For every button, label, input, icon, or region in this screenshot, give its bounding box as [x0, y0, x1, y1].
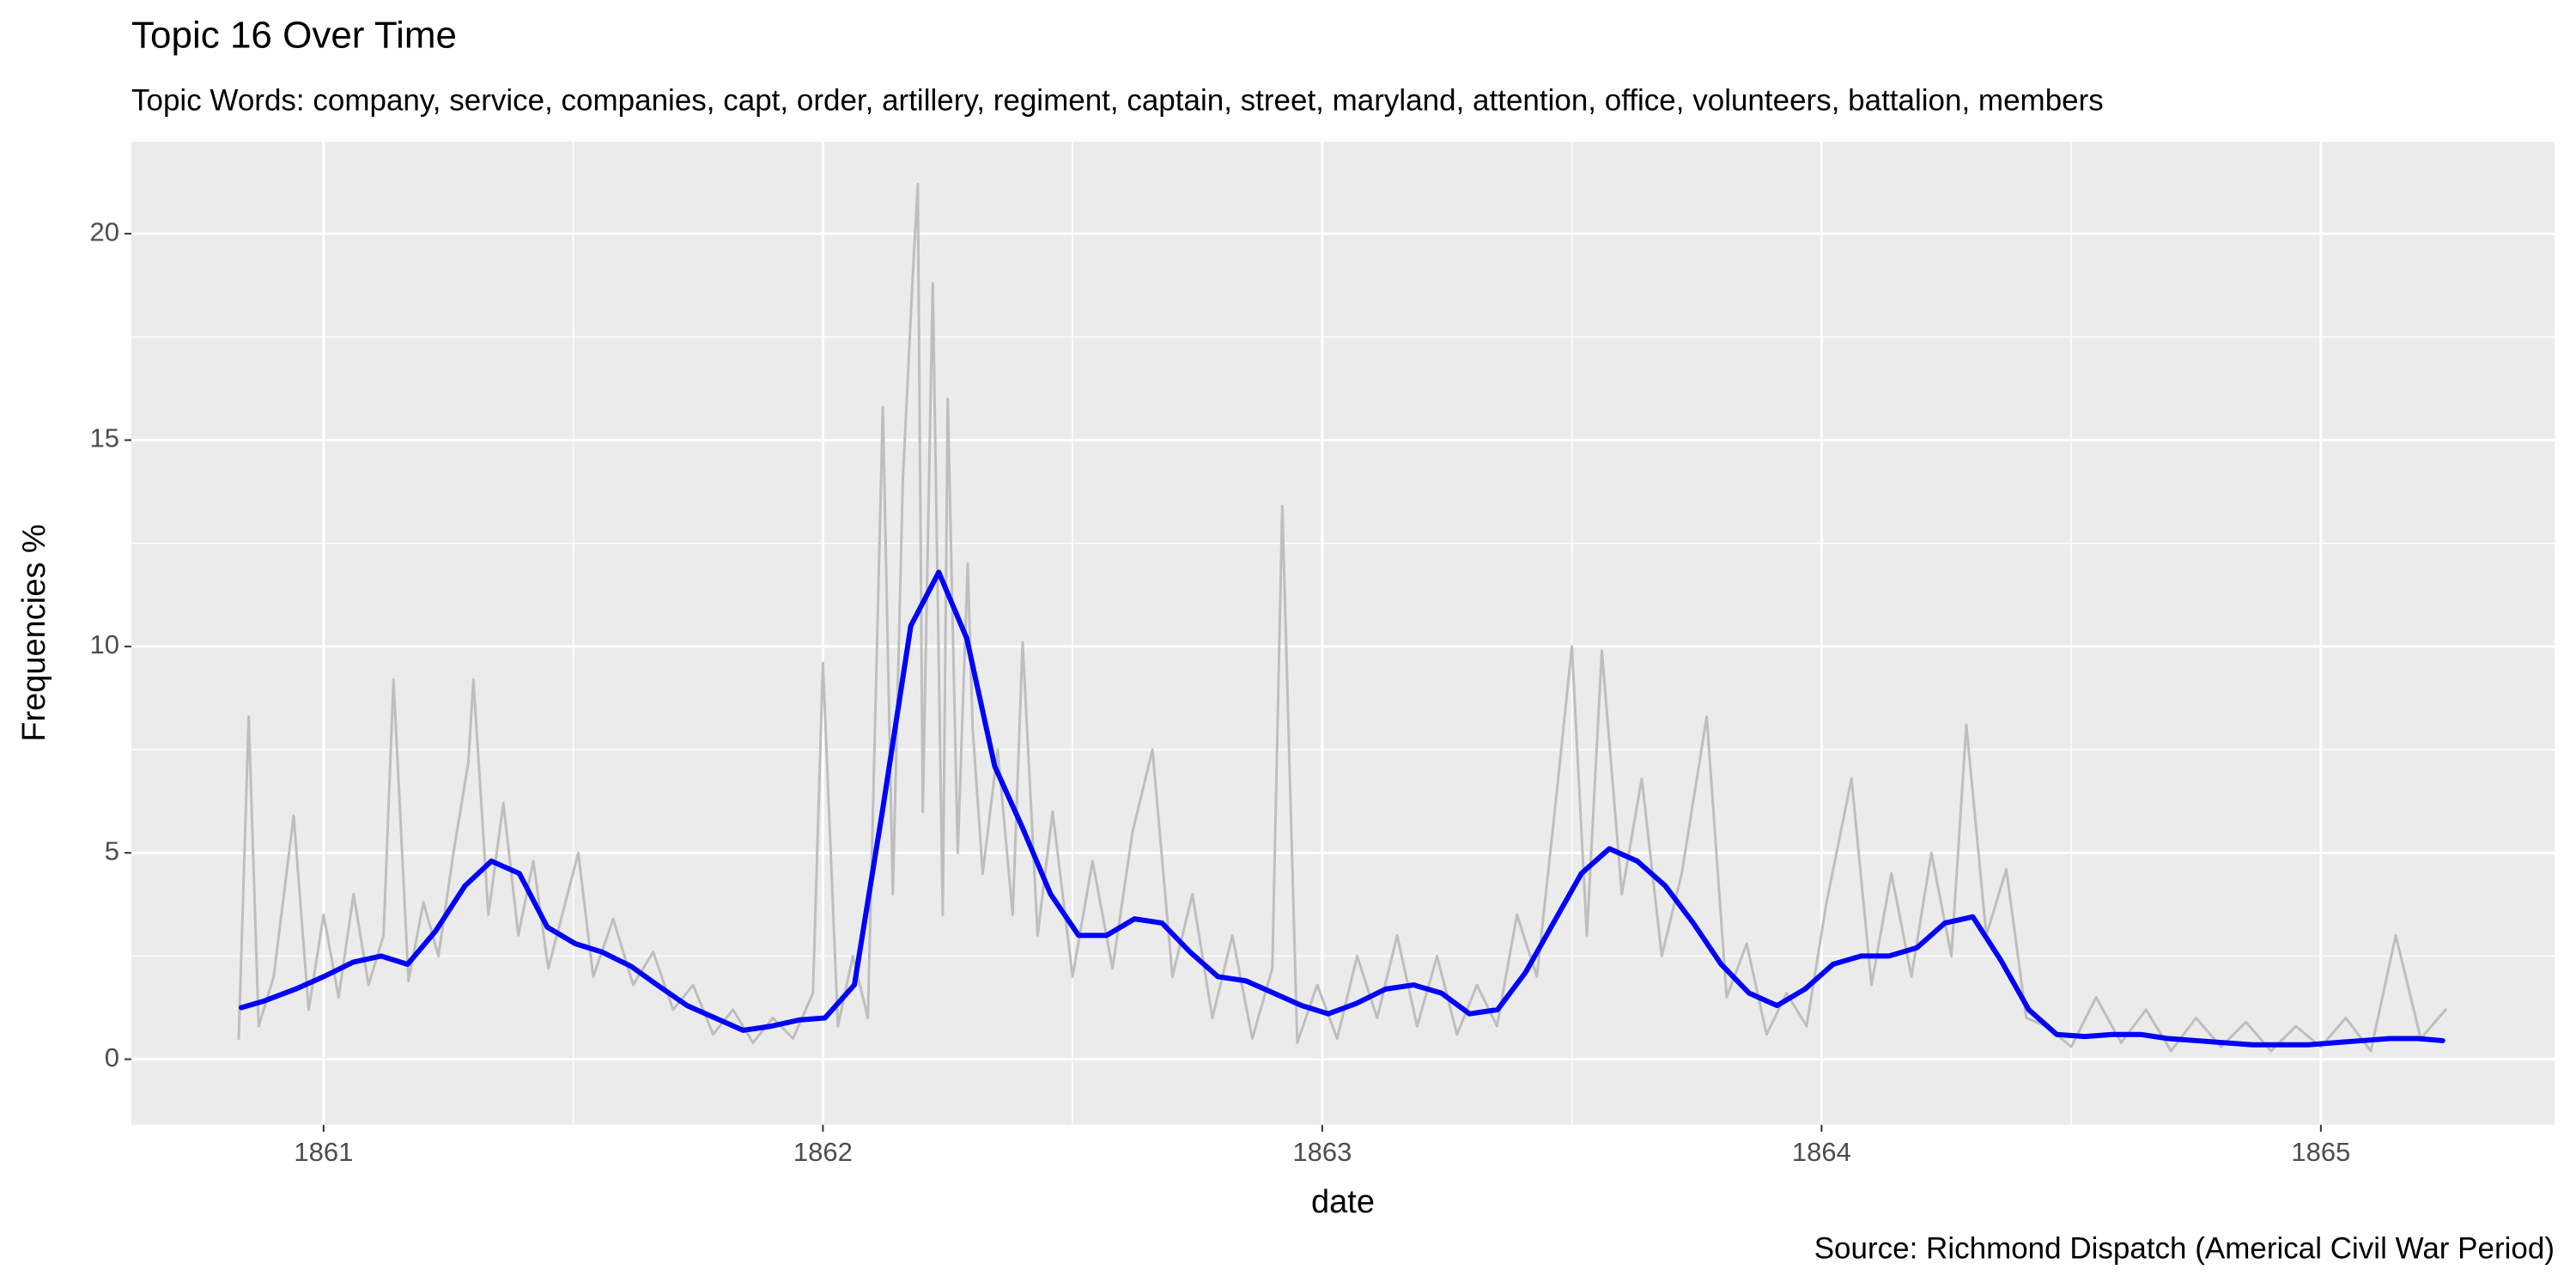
- y-tick-label: 15: [90, 423, 119, 453]
- plot-panel: [131, 142, 2555, 1125]
- x-tick-label: 1865: [2291, 1137, 2350, 1167]
- x-tick-label: 1864: [1792, 1137, 1851, 1167]
- y-tick-label: 5: [105, 835, 119, 866]
- x-tick-label: 1862: [793, 1137, 853, 1167]
- raw-line: [237, 183, 2447, 1053]
- smooth-line: [238, 569, 2445, 1048]
- y-tick-label: 10: [90, 629, 119, 659]
- x-axis-label: date: [1311, 1184, 1375, 1220]
- y-tick-label: 20: [90, 216, 119, 246]
- x-tick-label: 1861: [294, 1137, 353, 1167]
- x-tick-label: 1863: [1292, 1137, 1352, 1167]
- chart-title: Topic 16 Over Time: [131, 15, 457, 57]
- chart-subtitle: Topic Words: company, service, companies…: [131, 83, 2104, 117]
- caption: Source: Richmond Dispatch (Americal Civi…: [1814, 1231, 2555, 1265]
- y-axis-label: Frequencies %: [16, 524, 52, 741]
- y-tick-label: 0: [105, 1042, 119, 1072]
